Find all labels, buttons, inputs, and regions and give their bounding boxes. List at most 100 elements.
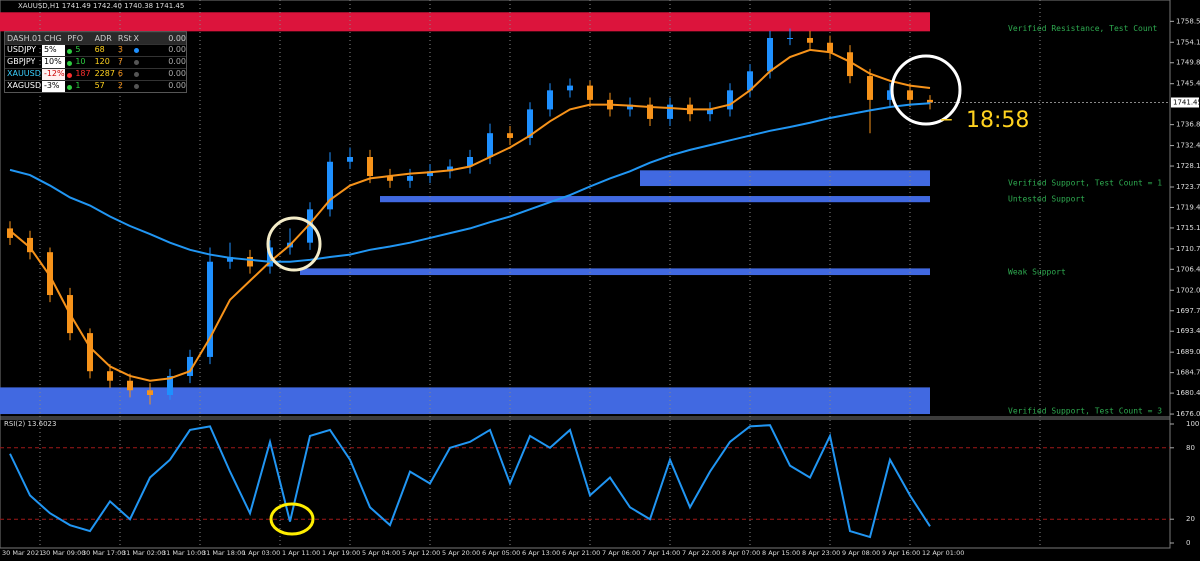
- cell: 0.00: [147, 57, 186, 68]
- status-dot: [133, 84, 139, 89]
- cell: 6: [116, 69, 132, 80]
- candle-body: [927, 99, 933, 103]
- x-tick-label: 31 Mar 18:00: [202, 549, 245, 557]
- cell: 5: [65, 45, 92, 56]
- candle-body: [167, 375, 173, 396]
- candle-body: [207, 261, 213, 357]
- candle-body: [327, 161, 333, 210]
- candle-body: [247, 256, 253, 267]
- x-tick-label: 8 Apr 23:00: [802, 549, 840, 557]
- x-tick-label: 5 Apr 04:00: [362, 549, 400, 557]
- y-tick-label: 1684.70: [1176, 369, 1200, 377]
- cell: [132, 82, 148, 91]
- cell-text: 68: [94, 45, 105, 54]
- cell-text: XAUUSD: [7, 69, 41, 78]
- y-tick-label: 1693.40: [1176, 327, 1200, 335]
- cell-text: USDJPY: [7, 45, 36, 54]
- y-tick-label: 100: [1186, 420, 1199, 428]
- cell-text: 0.00: [168, 57, 186, 66]
- candle-body: [727, 90, 733, 110]
- y-tick-label: 1745.40: [1176, 80, 1200, 88]
- x-tick-label: 1 Apr 11:00: [282, 549, 320, 557]
- x-tick-label: 7 Apr 06:00: [602, 549, 640, 557]
- last-price-label: 1741.45: [1173, 98, 1200, 106]
- candle-body: [467, 156, 473, 167]
- cell-text: 10%: [43, 57, 62, 66]
- candle-body: [667, 104, 673, 119]
- cell-text: 0.00: [168, 69, 186, 78]
- x-tick-label: 5 Apr 12:00: [402, 549, 440, 557]
- zone-label: Verified Support, Test Count = 3: [1008, 407, 1162, 416]
- cell: 0.00: [147, 81, 186, 92]
- x-tick-label: 8 Apr 07:00: [722, 549, 760, 557]
- candle-body: [107, 371, 113, 381]
- x-tick-label: 5 Apr 20:00: [442, 549, 480, 557]
- candle-body: [447, 166, 453, 172]
- x-tick-label: 9 Apr 08:00: [842, 549, 880, 557]
- y-tick-label: 1676.00: [1176, 410, 1200, 418]
- candle-body: [527, 109, 533, 138]
- dashboard-row: XAUUSD -12% 187 2287 6 0.00: [5, 68, 186, 80]
- y-tick-label: 80: [1186, 444, 1195, 452]
- x-tick-label: 30 Mar 09:00: [42, 549, 85, 557]
- cell-text: 57: [94, 81, 105, 90]
- y-tick-label: 1736.80: [1176, 121, 1200, 129]
- cell-text: 2287: [94, 69, 115, 78]
- candle-body: [907, 90, 913, 100]
- cell: XAGUSD: [5, 81, 42, 92]
- cell: 57: [93, 81, 116, 92]
- x-tick-label: 7 Apr 14:00: [642, 549, 680, 557]
- close-button[interactable]: X: [133, 34, 139, 43]
- x-tick-label: 31 Mar 02:00: [122, 549, 165, 557]
- cell-text: XAGUSD: [7, 81, 42, 90]
- cell: USDJPY: [5, 45, 42, 56]
- cell: 0.00: [147, 45, 186, 56]
- zone-label: Verified Resistance, Test Count: [1008, 24, 1157, 33]
- candle-body: [27, 237, 33, 253]
- cell: 3: [116, 45, 132, 56]
- dash-mark: ‒: [940, 107, 953, 131]
- cell-text: -3%: [43, 81, 60, 90]
- y-tick-label: 20: [1186, 515, 1195, 523]
- col: RStr: [117, 34, 132, 43]
- zone: [300, 268, 930, 276]
- total: 0.00: [168, 34, 186, 43]
- cell-text: 0.00: [168, 81, 186, 90]
- last-price-tag: [1171, 97, 1199, 108]
- cell: 10: [65, 57, 92, 68]
- candle-body: [807, 37, 813, 43]
- moving-average: [9, 102, 931, 263]
- cell: GBPJPY: [5, 57, 42, 68]
- x-tick-label: 8 Apr 15:00: [762, 549, 800, 557]
- x-tick-label: 7 Apr 22:00: [682, 549, 720, 557]
- zone-label: Weak Support: [1008, 268, 1066, 277]
- x-tick-label: 30 Mar 2021: [2, 549, 43, 557]
- cell-text: 10: [75, 57, 86, 66]
- candle-body: [147, 390, 153, 396]
- cell-text: GBPJPY: [7, 57, 36, 66]
- cell: 5%: [41, 45, 66, 56]
- x-tick-label: 12 Apr 01:00: [922, 549, 964, 557]
- x-tick-label: 31 Mar 10:00: [162, 549, 205, 557]
- cell: -12%: [41, 69, 66, 80]
- x-tick-label: 1 Apr 19:00: [322, 549, 360, 557]
- candle-body: [567, 85, 573, 91]
- status-dot: [67, 73, 73, 78]
- y-tick-label: 1758.50: [1176, 17, 1200, 25]
- candle-body: [387, 176, 393, 181]
- y-tick-label: 1680.40: [1176, 389, 1200, 397]
- y-tick-label: 0: [1186, 539, 1190, 547]
- cell: 187: [65, 69, 92, 80]
- cell: 10%: [41, 57, 66, 68]
- status-dot: [67, 49, 73, 54]
- dashboard-row: XAGUSD -3% 1 57 2 0.00: [5, 80, 186, 92]
- cell: [132, 58, 148, 67]
- cell: 68: [93, 45, 116, 56]
- candle-body: [487, 133, 493, 157]
- candle-body: [847, 52, 853, 77]
- y-tick-label: 1728.10: [1176, 162, 1200, 170]
- candle-body: [707, 109, 713, 115]
- cell-text: 187: [75, 69, 91, 78]
